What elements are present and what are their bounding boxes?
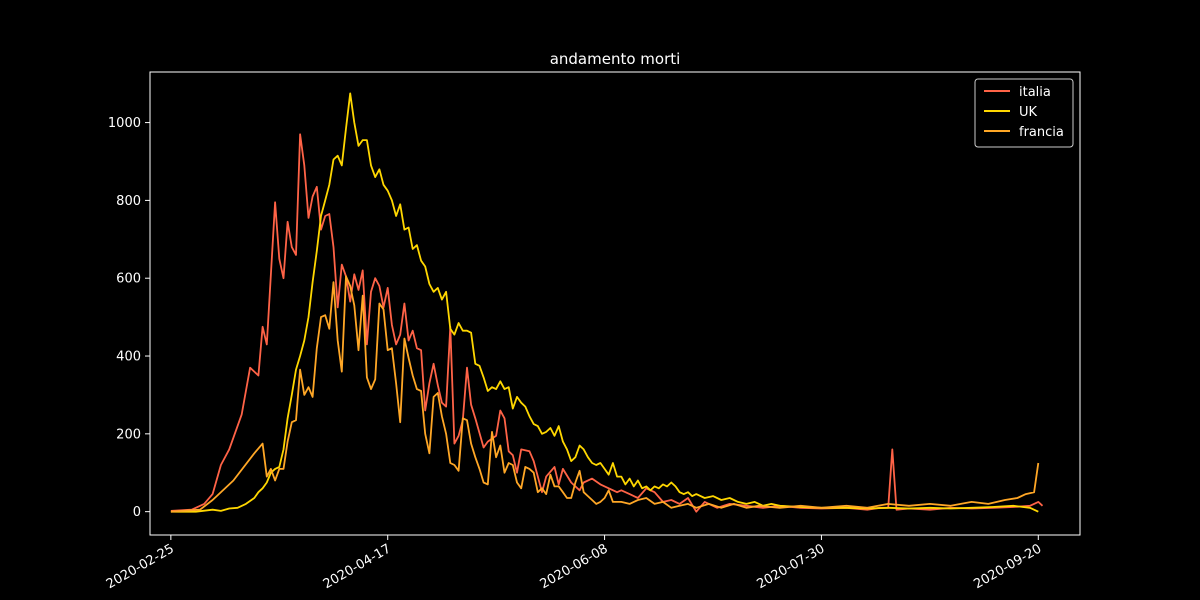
y-axis: 0 200 400 600 800 1000	[108, 116, 150, 520]
series-layer	[170, 92, 1044, 513]
y-tick-label: 600	[116, 272, 141, 287]
axes-frame	[149, 71, 1081, 536]
y-tick-label: 400	[116, 350, 141, 365]
plot-area	[149, 71, 1081, 536]
chart-title: andamento morti	[550, 50, 681, 68]
y-tick-label: 800	[116, 194, 141, 209]
legend-label-francia: francia	[1019, 125, 1064, 140]
legend: italia UK francia	[974, 78, 1074, 148]
legend-label-italia: italia	[1019, 85, 1051, 100]
legend-label-uk: UK	[1019, 105, 1038, 120]
y-tick-label: 0	[133, 505, 141, 520]
series-line-francia	[170, 275, 1040, 513]
y-tick-label: 1000	[108, 116, 141, 131]
series-line-uk	[170, 92, 1039, 513]
y-tick-label: 200	[116, 427, 141, 442]
